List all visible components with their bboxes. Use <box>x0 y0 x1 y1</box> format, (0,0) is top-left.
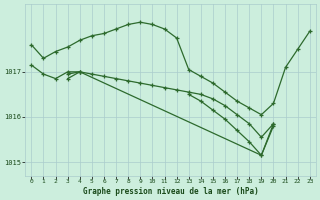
X-axis label: Graphe pression niveau de la mer (hPa): Graphe pression niveau de la mer (hPa) <box>83 187 259 196</box>
